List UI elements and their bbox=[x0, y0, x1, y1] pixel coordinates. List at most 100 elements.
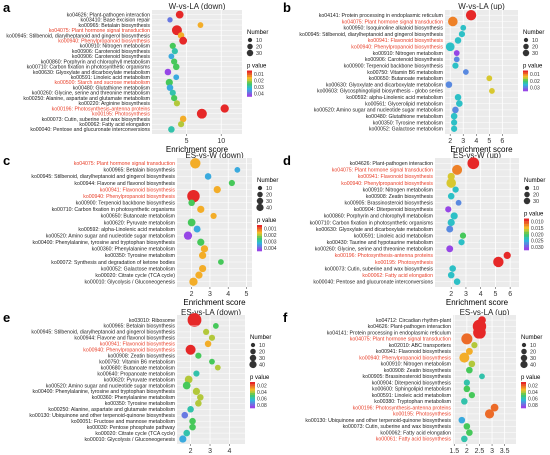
term-label: ko00010: Glycolysis / Gluconeogenesis bbox=[84, 280, 175, 286]
data-point bbox=[449, 265, 456, 272]
term-label: ko00480: Glutathione metabolism bbox=[73, 85, 150, 91]
pvalue-colorbar bbox=[524, 247, 529, 251]
data-point bbox=[471, 342, 478, 349]
data-point bbox=[484, 409, 495, 419]
panel-title: ES-vs-W (down) bbox=[185, 151, 244, 160]
pvalue-legend-label: 0.08 bbox=[257, 403, 267, 409]
term-label: ko00591: Linoleic acid metabolism bbox=[354, 233, 433, 239]
data-point bbox=[458, 239, 465, 246]
pvalue-colorbar bbox=[250, 382, 255, 385]
term-label: ko04075: Plant hormone signal transducti… bbox=[332, 168, 433, 174]
x-tick-label: 5 bbox=[185, 138, 189, 145]
data-point bbox=[168, 126, 175, 133]
pvalue-legend-label: 0.06 bbox=[528, 396, 538, 402]
term-label: ko00710: Carbon fixation in photosynthet… bbox=[27, 65, 151, 71]
size-legend-dot bbox=[522, 49, 530, 57]
pvalue-colorbar bbox=[521, 392, 526, 396]
term-label: ko00073: Cutin, suberine and wax biosynt… bbox=[42, 117, 151, 123]
size-legend-label: 30 bbox=[259, 356, 265, 362]
x-axis-label: Enrichment score bbox=[183, 298, 246, 307]
term-label: ko03010: Ribosome bbox=[129, 318, 175, 324]
data-point bbox=[446, 225, 454, 233]
term-label: ko00020: Citrate cycle (TCA cycle) bbox=[95, 273, 175, 279]
pvalue-colorbar bbox=[524, 221, 529, 225]
data-point bbox=[197, 205, 205, 213]
legend-title-pvalue: p value bbox=[257, 218, 277, 224]
term-label: ko00591: Linoleic acid metabolism bbox=[71, 75, 150, 81]
data-point bbox=[461, 398, 468, 405]
data-point bbox=[467, 157, 480, 170]
pvalue-colorbar bbox=[247, 92, 252, 95]
data-point bbox=[165, 78, 173, 87]
data-point bbox=[460, 24, 467, 31]
term-label: ko00061: Fatty acid biosynthesis bbox=[376, 437, 452, 443]
pvalue-colorbar bbox=[524, 223, 529, 227]
x-tick-label: 3 bbox=[461, 138, 465, 145]
size-legend-dot bbox=[524, 185, 530, 191]
term-label: ko00052: Galactose metabolism bbox=[101, 266, 175, 272]
data-point bbox=[220, 104, 229, 113]
data-point bbox=[446, 178, 457, 188]
term-label: ko00400: Phenylalanine, tyrosine and try… bbox=[33, 389, 176, 395]
pvalue-colorbar bbox=[250, 388, 255, 391]
data-point bbox=[459, 232, 467, 239]
size-legend-label: 40 bbox=[530, 363, 536, 369]
data-point bbox=[468, 360, 476, 368]
data-point bbox=[452, 164, 463, 175]
term-label: ko00630: Glyoxylate and dicarboxylate me… bbox=[316, 227, 433, 233]
data-point bbox=[453, 278, 461, 285]
data-point bbox=[173, 100, 181, 107]
term-label: ko00965: Betalain biosynthesis bbox=[103, 168, 175, 174]
pvalue-colorbar bbox=[524, 218, 529, 222]
x-tick-label: 5 bbox=[487, 138, 491, 145]
pvalue-colorbar bbox=[524, 244, 529, 248]
pvalue-colorbar bbox=[524, 234, 529, 238]
pvalue-colorbar bbox=[257, 242, 262, 245]
data-point bbox=[175, 10, 184, 19]
term-label: ko00940: Phenylpropanoid biosynthesis bbox=[83, 348, 175, 354]
data-point bbox=[455, 199, 462, 206]
term-label: ko00250: Alanine, aspartate and glutamat… bbox=[48, 407, 175, 413]
data-point bbox=[197, 22, 204, 28]
term-label: ko00480: Glutathione metabolism bbox=[366, 114, 443, 120]
pvalue-legend-label: 0.01 bbox=[530, 72, 540, 78]
pvalue-colorbar bbox=[521, 399, 526, 402]
pvalue-colorbar bbox=[257, 227, 262, 230]
pvalue-legend-label: 0.015 bbox=[531, 226, 544, 232]
x-tick-label: 6 bbox=[508, 291, 512, 298]
data-point bbox=[213, 186, 221, 194]
term-label: ko00360: Phenylalanine metabolism bbox=[92, 247, 175, 253]
data-point bbox=[234, 166, 241, 173]
pvalue-colorbar bbox=[250, 386, 255, 389]
size-legend-label: 20 bbox=[530, 350, 536, 356]
panel-title: ES-vs-LA (down) bbox=[181, 308, 241, 317]
pvalue-colorbar bbox=[247, 81, 252, 84]
data-point bbox=[466, 366, 473, 374]
term-label: ko00020: Citrate cycle (TCA cycle) bbox=[95, 431, 175, 437]
data-point bbox=[228, 179, 235, 187]
term-label: ko00906: Carotenoid biosynthesis bbox=[72, 49, 151, 55]
pvalue-colorbar bbox=[250, 397, 255, 400]
data-point bbox=[181, 411, 189, 419]
pvalue-legend-label: 0.04 bbox=[528, 390, 538, 396]
term-label: ko00195: Photosynthesis bbox=[92, 112, 150, 118]
data-point bbox=[195, 352, 202, 359]
data-point bbox=[447, 172, 455, 181]
data-point bbox=[172, 63, 180, 71]
pvalue-colorbar bbox=[257, 229, 262, 232]
pvalue-colorbar bbox=[247, 72, 252, 76]
term-label: ko04075: Plant hormone signal transducti… bbox=[74, 161, 175, 167]
term-label: ko04075: Plant hormone signal transducti… bbox=[49, 28, 150, 34]
x-tick-label: 1.5 bbox=[449, 448, 459, 455]
term-label: ko00908: Zeatin biosynthesis bbox=[108, 353, 176, 359]
term-label: ko00945: Stilbenoid, diarylheptanoid and… bbox=[31, 330, 175, 336]
pvalue-legend-label: 0.001 bbox=[264, 226, 277, 232]
term-label: ko00350: Tyrosine metabolism bbox=[105, 253, 175, 259]
term-label: ko00640: Propanoate metabolism bbox=[97, 371, 175, 377]
term-label: ko04626: Plant-pathogen interaction bbox=[368, 324, 451, 330]
data-point bbox=[486, 75, 493, 82]
data-point bbox=[200, 245, 209, 253]
term-label: ko00908: Zeatin biosynthesis bbox=[384, 368, 452, 374]
